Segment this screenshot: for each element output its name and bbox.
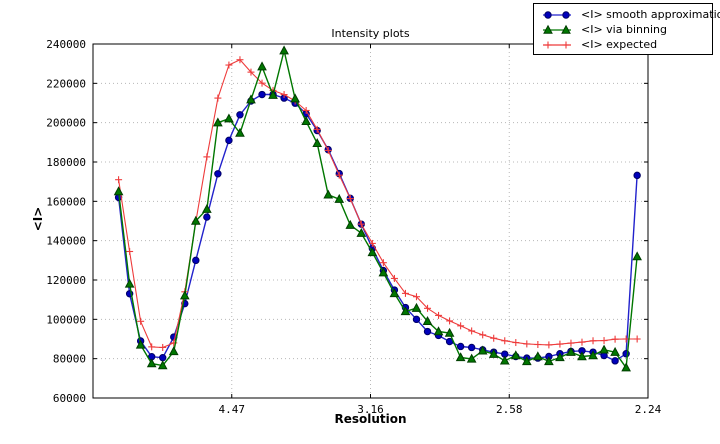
y-tick-label: 60000 <box>53 392 86 405</box>
x-tick-label: 4.47 <box>219 403 246 416</box>
series-expected-markers <box>115 56 641 351</box>
series-smooth-approximation-line <box>117 93 638 362</box>
legend-item-expected: <I> expected <box>539 37 707 52</box>
legend-item-smooth: <I> smooth approximation <box>539 7 720 22</box>
legend-marker-circle-icon <box>543 10 571 19</box>
y-tick-label: 240000 <box>46 38 86 51</box>
legend-label: <I> via binning <box>581 23 667 36</box>
y-tick-label: 160000 <box>46 195 86 208</box>
x-tick-label: 2.24 <box>635 403 662 416</box>
legend-label: <I> smooth approximation <box>581 8 720 21</box>
y-tick-label: 180000 <box>46 156 86 169</box>
chart-title: Intensity plots <box>331 27 410 40</box>
series-via-binning <box>113 45 642 372</box>
y-tick-label: 120000 <box>46 274 86 287</box>
tick-labels: 4.47 3.16 2.58 2.24 60000 80000 100000 120000 14… <box>46 38 661 416</box>
x-tick-label: 2.58 <box>496 403 523 416</box>
series-via-binning-line <box>117 50 638 369</box>
y-tick-label: 200000 <box>46 117 86 130</box>
y-tick-label: 80000 <box>53 353 86 366</box>
legend-marker-triangle-icon <box>543 24 571 34</box>
y-tick-label: 220000 <box>46 77 86 90</box>
series-expected <box>115 56 641 351</box>
y-axis-label: <I> <box>31 206 45 232</box>
x-axis-label: Resolution <box>334 412 407 426</box>
gridlines <box>93 44 648 398</box>
legend-label: <I> expected <box>581 38 658 51</box>
x-tick-label: 3.16 <box>357 403 384 416</box>
legend-item-binning: <I> via binning <box>539 22 707 37</box>
series-via-binning-markers <box>113 45 642 372</box>
legend: <I> smooth approximation <I> via binning… <box>533 3 720 55</box>
y-tick-label: 140000 <box>46 235 86 248</box>
series-expected-line <box>118 59 638 349</box>
y-tick-label: 100000 <box>46 313 86 326</box>
legend-marker-plus-icon <box>543 41 571 48</box>
